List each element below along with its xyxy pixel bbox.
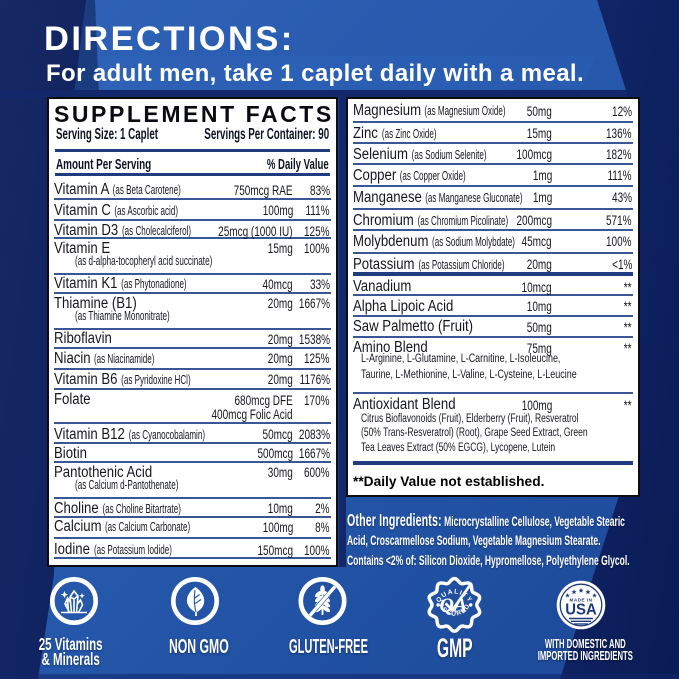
svg-text:MADE IN: MADE IN [570,598,593,603]
svg-text:USA: USA [565,601,596,618]
svg-text:QA: QA [439,595,467,617]
